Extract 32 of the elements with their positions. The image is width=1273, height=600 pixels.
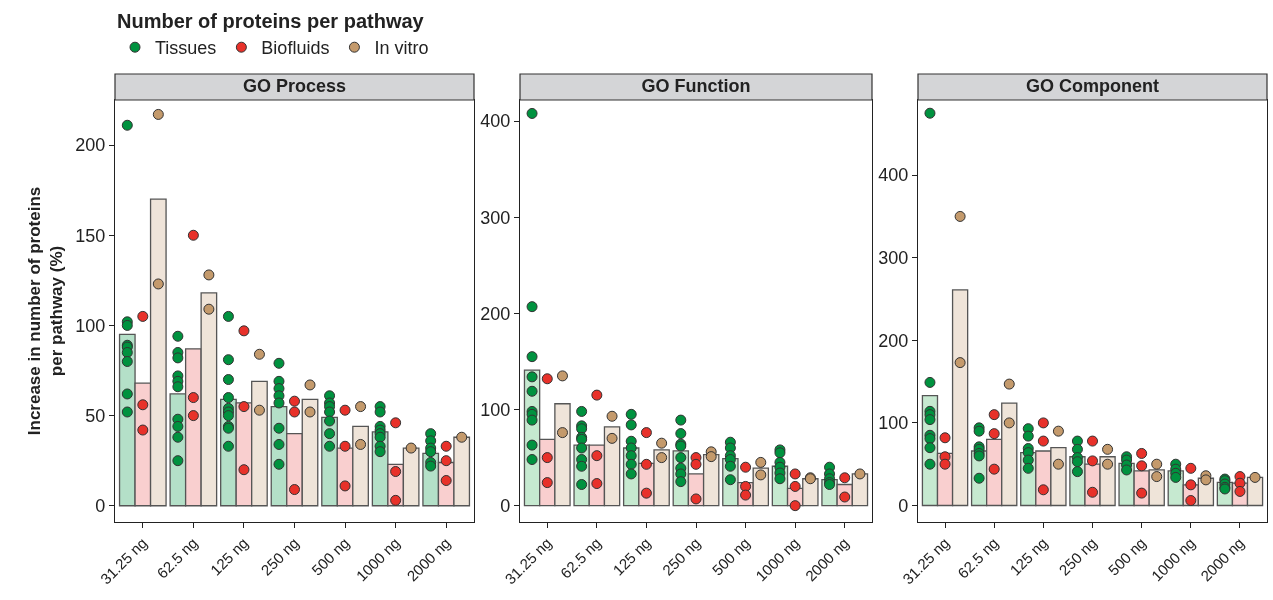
y-tick-label: 200	[480, 303, 511, 324]
x-tick-label: 250 ng	[658, 534, 704, 579]
y-tick-label: 100	[75, 315, 106, 336]
chart-title: GO Function	[641, 76, 751, 97]
x-tick-label: 500 ng	[708, 534, 753, 579]
y-tick-label: 400	[480, 111, 511, 132]
y-tick-label: 400	[878, 165, 909, 186]
x-tick-label: 500 ng	[308, 534, 353, 579]
chart-title: GO Component	[1026, 76, 1159, 97]
y-tick-label: 300	[480, 207, 511, 228]
x-tick-label: 125 ng	[1006, 534, 1051, 579]
x-tick-label: 125 ng	[206, 534, 252, 579]
x-tick-label: 250 ng	[257, 534, 302, 579]
y-tick-label: 150	[75, 225, 106, 246]
y-tick-label: 200	[878, 330, 909, 351]
y-tick-label: 100	[480, 399, 511, 420]
y-tick-label: 0	[898, 495, 909, 516]
legend-label: Tissues	[155, 38, 217, 59]
x-tick-label: 500 ng	[1104, 534, 1150, 579]
y-axis-title: Increase in number of proteins per pathway (%)	[24, 186, 66, 436]
legend-label: Biofluids	[261, 38, 330, 59]
y-tick-label: 50	[85, 405, 106, 426]
x-tick-label: 250 ng	[1055, 534, 1100, 579]
y-tick-label: 0	[500, 495, 511, 516]
chart-title: GO Process	[242, 76, 347, 97]
x-tick-label: 125 ng	[609, 534, 654, 579]
y-tick-label: 300	[878, 248, 909, 269]
y-tick-label: 100	[878, 413, 909, 434]
legend-label: In vitro	[374, 38, 429, 59]
y-tick-label: 200	[75, 135, 106, 156]
text: Number of proteins per pathway	[117, 10, 425, 32]
y-tick-label: 0	[95, 496, 106, 517]
